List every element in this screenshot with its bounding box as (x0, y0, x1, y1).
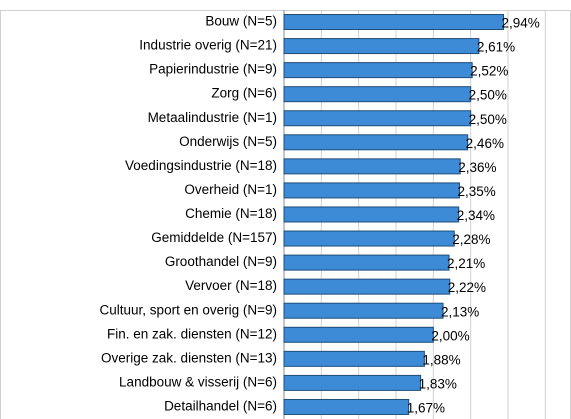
y-tick-label: Overheid (N=1) (184, 182, 277, 197)
data-label: 2,35% (457, 184, 495, 199)
bar (283, 38, 480, 55)
y-tick-label: Overige zak. diensten (N=13) (101, 350, 277, 365)
y-tick-label: Groothandel (N=9) (165, 254, 277, 269)
bar (283, 182, 460, 199)
bar (283, 302, 444, 319)
y-tick-label: Bouw (N=5) (205, 14, 277, 29)
bar (283, 206, 460, 223)
y-tick-label: Papierindustrie (N=9) (149, 62, 277, 77)
data-label: 2,61% (477, 40, 515, 55)
data-label: 1,67% (407, 401, 445, 416)
data-label: 2,50% (469, 112, 507, 127)
bar (283, 350, 425, 367)
bar (283, 374, 422, 391)
data-label: 2,28% (452, 232, 490, 247)
y-tick-label: Zorg (N=6) (211, 86, 277, 101)
y-tick-label: Landbouw & visserij (N=6) (119, 374, 277, 389)
data-label: 2,36% (458, 160, 496, 175)
data-label: 2,00% (431, 328, 469, 343)
data-label: 2,50% (469, 88, 507, 103)
y-tick-label: Detailhandel (N=6) (164, 399, 277, 414)
bar (283, 230, 455, 247)
bar (283, 62, 473, 79)
data-label: 2,34% (457, 208, 495, 223)
data-label: 1,83% (419, 376, 457, 391)
data-label: 2,52% (470, 64, 508, 79)
bar (283, 14, 505, 30)
bar (283, 86, 472, 103)
y-tick-label: Gemiddelde (N=157) (151, 230, 277, 245)
data-label: 2,13% (441, 304, 479, 319)
y-tick-label: Chemie (N=18) (185, 206, 277, 221)
y-tick-label: Fin. en zak. diensten (N=12) (107, 326, 277, 341)
data-label: 2,22% (448, 280, 486, 295)
y-tick-label: Onderwijs (N=5) (179, 134, 277, 149)
y-tick-label: Cultuur, sport en overig (N=9) (100, 302, 277, 317)
data-label: 1,88% (422, 352, 460, 367)
bar (283, 278, 451, 295)
bar (283, 158, 461, 175)
data-label: 2,21% (447, 256, 485, 271)
data-label: 2,46% (466, 136, 504, 151)
y-tick-label: Voedingsindustrie (N=18) (125, 158, 277, 173)
y-tick-label: Metaalindustrie (N=1) (148, 110, 277, 125)
bar (283, 398, 410, 415)
bar (283, 326, 434, 343)
bar (283, 110, 472, 127)
y-tick-label: Industrie overig (N=21) (139, 38, 277, 53)
y-tick-label: Vervoer (N=18) (185, 278, 277, 293)
bar (283, 134, 469, 151)
data-label: 2,94% (502, 16, 540, 31)
bar (283, 254, 450, 271)
